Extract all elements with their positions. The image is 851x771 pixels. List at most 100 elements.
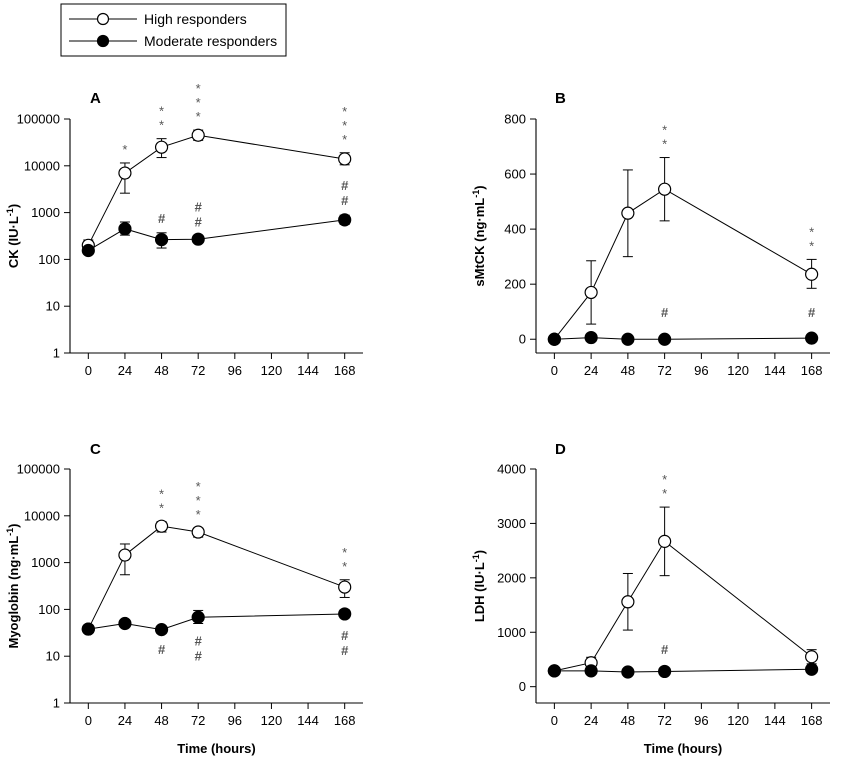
legend-box — [60, 3, 287, 57]
y-axis-title-end-d: ) — [472, 550, 487, 554]
x-tick-label-c: 72 — [191, 713, 205, 728]
y-axis-title-main-c: Myoglobin (ng·mL — [6, 536, 21, 649]
series-line-high-c — [87, 525, 345, 630]
x-tick-label-d: 120 — [727, 713, 749, 728]
significance-hash-a: # — [158, 211, 166, 226]
y-axis-title-main-b: sMtCK (ng·mL — [472, 198, 487, 287]
legend-label-high: High responders — [144, 11, 247, 27]
x-tick-label-c: 48 — [154, 713, 168, 728]
significance-star-a: * — [342, 104, 347, 119]
significance-hash-a: # — [195, 214, 203, 229]
significance-star-b: * — [662, 137, 667, 152]
significance-star-c: * — [159, 501, 164, 516]
panel-d: D 0 1000 2000 3000 4000 0 24 48 72 96 120 144 168 Time… — [471, 441, 830, 756]
y-tick-label-c: 10 — [46, 649, 60, 664]
x-tick-label-d: 72 — [657, 713, 671, 728]
marker-high-c — [154, 519, 169, 533]
y-axis-title-a: CK (IU·L-1) — [5, 204, 21, 268]
significance-star-a: * — [196, 95, 201, 110]
y-axis-title-sup-d: -1 — [471, 554, 481, 562]
x-tick-label-d: 168 — [801, 713, 823, 728]
panel-letter-b: B — [555, 90, 566, 107]
x-tick-label-c: 24 — [118, 713, 132, 728]
y-axis-title-d: LDH (IU·L-1) — [471, 550, 487, 622]
marker-moderate-a — [118, 222, 132, 236]
x-tick-label-a: 0 — [85, 363, 92, 378]
panel-letter-d: D — [555, 441, 566, 458]
x-tick-label-c: 144 — [297, 713, 319, 728]
significance-star-a: * — [342, 118, 347, 133]
x-tick-label-a: 120 — [261, 363, 283, 378]
y-axis-title-b: sMtCK (ng·mL-1) — [471, 185, 487, 286]
panel-b: B 0 200 400 600 800 0 24 48 72 96 120 144 168 sMtCK (n… — [471, 90, 830, 378]
x-tick-label-b: 120 — [727, 363, 749, 378]
y-tick-label-d: 0 — [519, 679, 526, 694]
significance-star-a: * — [196, 109, 201, 124]
y-axis-title-sup-b: -1 — [471, 190, 481, 198]
marker-moderate-d — [805, 662, 819, 676]
y-tick-label-c: 1000 — [31, 555, 60, 570]
significance-star-d: * — [662, 472, 667, 487]
significance-star-c: * — [196, 479, 201, 494]
significance-star-a: * — [122, 142, 127, 157]
marker-high-b — [805, 267, 819, 281]
y-axis-title-end-c: ) — [6, 524, 21, 528]
significance-star-b: * — [662, 123, 667, 138]
y-axis-title-end-a: ) — [6, 204, 21, 208]
marker-high-b — [621, 206, 635, 220]
significance-hash-a: # — [195, 199, 203, 214]
marker-high-a — [154, 140, 169, 154]
x-tick-label-a: 72 — [191, 363, 205, 378]
marker-high-b — [584, 285, 598, 300]
marker-moderate-c — [338, 607, 352, 621]
x-tick-label-b: 144 — [764, 363, 786, 378]
y-tick-label-a: 100000 — [17, 112, 60, 127]
x-tick-label-d: 96 — [694, 713, 708, 728]
x-tick-label-c: 0 — [85, 713, 92, 728]
panel-c: C 1 10 100 1000 10000 100000 0 24 48 72 96 120 144 168… — [5, 441, 363, 756]
marker-moderate-b — [584, 330, 598, 345]
x-tick-label-b: 48 — [621, 363, 635, 378]
y-tick-label-a: 10000 — [24, 158, 60, 173]
marker-moderate-a — [154, 232, 169, 247]
significance-star-c: * — [196, 493, 201, 508]
y-axis-title-sup-a: -1 — [5, 208, 15, 216]
marker-high-c — [118, 548, 132, 562]
significance-star-c: * — [342, 559, 347, 574]
marker-moderate-d — [621, 665, 635, 679]
marker-moderate-b — [658, 332, 672, 346]
x-tick-label-d: 144 — [764, 713, 786, 728]
x-tick-label-b: 72 — [657, 363, 671, 378]
significance-star-a: * — [159, 118, 164, 133]
marker-moderate-d — [547, 664, 561, 678]
x-tick-label-b: 96 — [694, 363, 708, 378]
marker-high-d — [621, 595, 635, 609]
significance-hash-c: # — [195, 633, 203, 648]
panel-letter-c: C — [90, 441, 101, 458]
significance-hash-c: # — [341, 628, 349, 643]
significance-hash-a: # — [341, 178, 349, 193]
y-tick-label-d: 4000 — [497, 462, 526, 477]
x-tick-label-c: 96 — [228, 713, 242, 728]
x-tick-label-d: 24 — [584, 713, 598, 728]
x-tick-label-d: 0 — [551, 713, 558, 728]
significance-star-b: * — [809, 238, 814, 253]
panel-a: A 1 10 100 1000 10000 100000 0 24 48 72 96 120 144 168… — [5, 81, 363, 378]
y-tick-label-b: 600 — [504, 167, 526, 182]
y-tick-label-b: 400 — [504, 222, 526, 237]
y-tick-label-c: 100 — [38, 602, 60, 617]
marker-high-b — [658, 182, 672, 196]
y-tick-label-c: 100000 — [17, 462, 60, 477]
y-tick-label-d: 1000 — [497, 625, 526, 640]
x-tick-label-a: 24 — [118, 363, 132, 378]
marker-moderate-d — [584, 664, 598, 678]
y-tick-label-a: 1 — [53, 346, 60, 361]
marker-high-d — [805, 650, 819, 664]
y-axis-title-sup-c: -1 — [5, 528, 15, 536]
y-tick-label-a: 100 — [38, 252, 60, 267]
y-axis-title-c: Myoglobin (ng·mL-1) — [5, 524, 21, 649]
marker-moderate-b — [805, 331, 819, 345]
marker-high-a — [338, 152, 352, 166]
series-line-high-d — [554, 540, 812, 672]
